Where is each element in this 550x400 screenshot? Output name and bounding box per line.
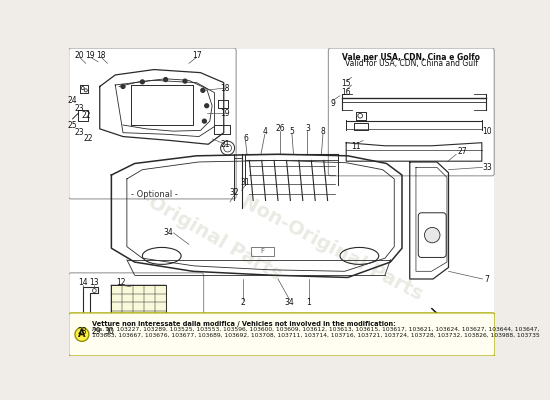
Text: 34: 34 — [163, 228, 173, 237]
Circle shape — [201, 88, 205, 92]
Text: A: A — [78, 330, 86, 340]
Circle shape — [121, 84, 125, 88]
FancyBboxPatch shape — [69, 313, 495, 356]
Text: 6: 6 — [243, 134, 248, 142]
Text: 34: 34 — [285, 298, 294, 306]
Text: 8: 8 — [321, 128, 326, 136]
Text: 30: 30 — [104, 327, 114, 336]
Text: 23: 23 — [75, 104, 84, 112]
Text: 16: 16 — [342, 88, 351, 97]
Polygon shape — [390, 308, 444, 336]
Text: 28: 28 — [78, 327, 87, 336]
Text: F: F — [261, 248, 265, 254]
Text: 7: 7 — [485, 274, 490, 284]
Text: 15: 15 — [342, 79, 351, 88]
Text: 18: 18 — [97, 51, 106, 60]
FancyBboxPatch shape — [328, 48, 494, 176]
Circle shape — [425, 228, 440, 243]
Text: Vale per USA, CDN, Cina e Golfo: Vale per USA, CDN, Cina e Golfo — [342, 53, 480, 62]
Text: 32: 32 — [229, 188, 239, 197]
Text: Valid for USA, CDN, China and Gulf: Valid for USA, CDN, China and Gulf — [345, 59, 478, 68]
Circle shape — [75, 328, 89, 341]
Text: 23: 23 — [75, 128, 84, 137]
Text: 18: 18 — [221, 84, 230, 92]
Text: 33: 33 — [482, 163, 492, 172]
Text: 5: 5 — [289, 128, 294, 136]
Text: Ass. Nr. 103227, 103289, 103525, 103553, 103596, 103600, 103609, 103612, 103613,: Ass. Nr. 103227, 103289, 103525, 103553,… — [92, 327, 540, 332]
FancyBboxPatch shape — [69, 48, 236, 199]
Text: 1: 1 — [307, 298, 311, 306]
Text: 17: 17 — [192, 51, 201, 60]
Text: 2: 2 — [241, 298, 245, 306]
Text: 31: 31 — [241, 178, 250, 187]
Text: 13: 13 — [90, 278, 99, 287]
Text: 11: 11 — [351, 142, 360, 151]
Text: - Optional -: - Optional - — [130, 190, 178, 199]
Circle shape — [205, 104, 208, 108]
FancyBboxPatch shape — [69, 273, 204, 341]
Text: 9: 9 — [331, 99, 336, 108]
Text: Non-Original Parts: Non-Original Parts — [238, 192, 426, 304]
Text: 103663, 103667, 103676, 103677, 103689, 103692, 103708, 103711, 103714, 103716, : 103663, 103667, 103676, 103677, 103689, … — [92, 333, 540, 338]
Text: 12: 12 — [117, 278, 126, 287]
Text: 4: 4 — [262, 128, 267, 136]
Circle shape — [164, 78, 168, 82]
Text: 24: 24 — [68, 96, 78, 105]
Circle shape — [202, 119, 206, 123]
Text: 25: 25 — [68, 120, 78, 130]
Bar — [112, 286, 165, 327]
Text: 19: 19 — [221, 109, 230, 118]
Text: 21: 21 — [221, 140, 230, 149]
Text: 26: 26 — [276, 124, 285, 133]
Text: 22: 22 — [81, 111, 91, 120]
Text: 3: 3 — [305, 124, 310, 133]
Text: 14: 14 — [78, 278, 87, 287]
Text: 27: 27 — [458, 148, 468, 156]
Text: 29: 29 — [91, 327, 101, 336]
Text: 20: 20 — [75, 51, 84, 60]
Circle shape — [183, 79, 187, 83]
Text: Vetture non interessate dalla modifica / Vehicles not involved in the modificati: Vetture non interessate dalla modifica /… — [92, 320, 396, 326]
Text: 10: 10 — [482, 127, 492, 136]
Bar — [251, 247, 274, 256]
Text: 19: 19 — [86, 51, 95, 60]
Text: 22: 22 — [84, 134, 93, 143]
Circle shape — [140, 80, 144, 84]
Text: Non-Original Parts: Non-Original Parts — [100, 166, 285, 284]
FancyBboxPatch shape — [69, 49, 494, 355]
